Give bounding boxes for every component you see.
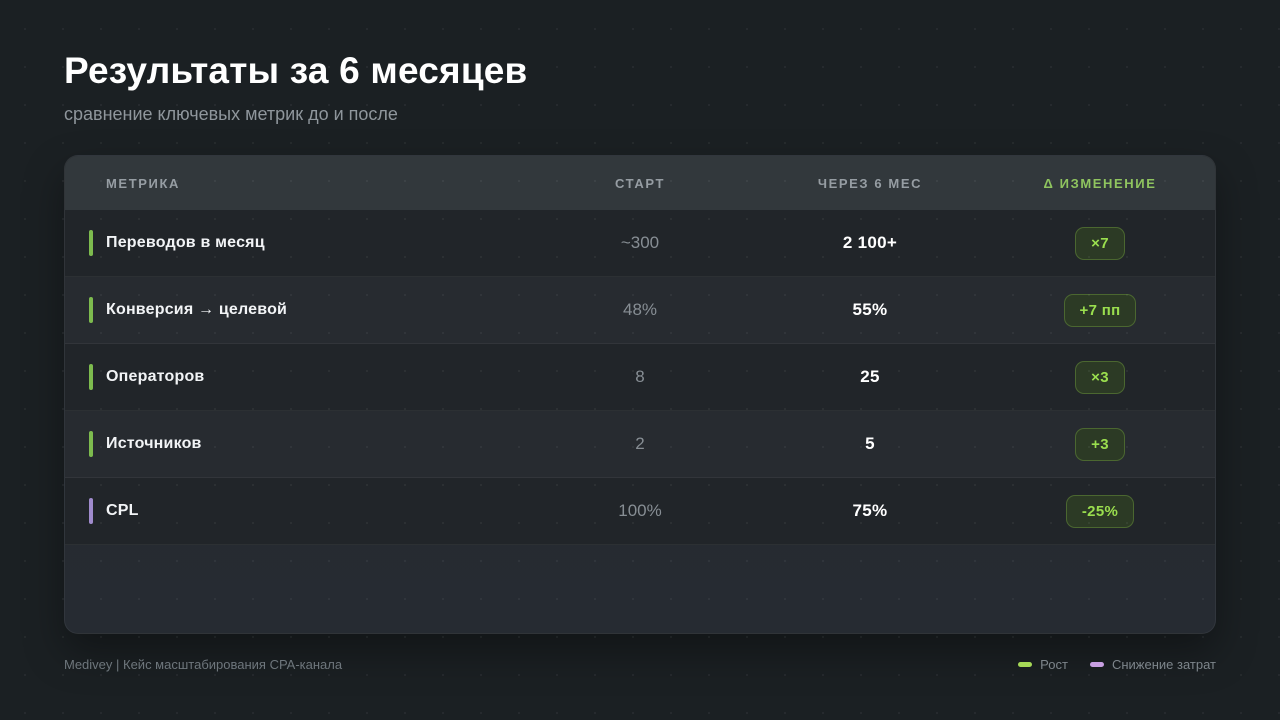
metric-label: CPL xyxy=(106,502,139,519)
metrics-table-card: МЕТРИКА СТАРТ ЧЕРЕЗ 6 МЕС Δ ИЗМЕНЕНИЕ Пе… xyxy=(64,155,1216,634)
page-subtitle: сравнение ключевых метрик до и после xyxy=(64,104,398,124)
legend: Рост Снижение затрат xyxy=(1018,657,1216,672)
metric-accent-bar xyxy=(89,498,93,524)
metric-accent-bar xyxy=(89,230,93,256)
metric-cell: Источников xyxy=(65,431,525,457)
change-cell: +7 пп xyxy=(985,293,1215,327)
metric-cell: Конверсия → целевой xyxy=(65,297,525,323)
change-badge: +7 пп xyxy=(1063,293,1137,327)
metric-accent-bar xyxy=(89,364,93,390)
footer-caption: Medivey | Кейс масштабирования CPA-канал… xyxy=(64,657,343,672)
table-row: Конверсия → целевой 48% 55% +7 пп xyxy=(65,277,1215,344)
metric-label: Источников xyxy=(106,435,202,452)
column-header-after-6-months: ЧЕРЕЗ 6 МЕС xyxy=(817,175,923,191)
column-header-metric: МЕТРИКА xyxy=(106,175,180,191)
change-cell: ×7 xyxy=(985,226,1215,260)
change-cell: -25% xyxy=(985,494,1215,528)
start-value: 48% xyxy=(622,300,658,319)
column-header-change: Δ ИЗМЕНЕНИЕ xyxy=(1043,175,1157,191)
table-body: Переводов в месяц ~300 2 100+ ×7 Конверс… xyxy=(65,210,1215,545)
start-value: 2 xyxy=(635,434,645,453)
legend-item-cost-reduction: Снижение затрат xyxy=(1089,657,1216,672)
start-value: 100% xyxy=(618,501,662,520)
table-row: Источников 2 5 +3 xyxy=(65,411,1215,478)
column-header-start: СТАРТ xyxy=(614,175,665,191)
change-cell: +3 xyxy=(985,427,1215,461)
metric-cell: Переводов в месяц xyxy=(65,230,525,256)
growth-color-swatch xyxy=(1018,662,1033,667)
cost-reduction-color-swatch xyxy=(1089,662,1104,667)
after-6-months-value: 25 xyxy=(860,367,880,386)
metric-cell: CPL xyxy=(65,498,525,524)
metric-label: Переводов в месяц xyxy=(106,234,265,251)
after-6-months-value: 2 100+ xyxy=(842,233,898,252)
metric-accent-bar xyxy=(89,431,93,457)
metric-cell: Операторов xyxy=(65,364,525,390)
change-badge: +3 xyxy=(1075,427,1125,461)
after-6-months-value: 5 xyxy=(865,434,875,453)
start-value: 8 xyxy=(635,367,645,386)
legend-item-growth: Рост xyxy=(1018,657,1068,672)
table-header-row: МЕТРИКА СТАРТ ЧЕРЕЗ 6 МЕС Δ ИЗМЕНЕНИЕ xyxy=(65,156,1215,210)
page-title: Результаты за 6 месяцев xyxy=(64,50,528,91)
after-6-months-value: 75% xyxy=(852,501,888,520)
table-row: Операторов 8 25 ×3 xyxy=(65,344,1215,411)
change-cell: ×3 xyxy=(985,360,1215,394)
metric-label: Конверсия → целевой xyxy=(106,301,288,318)
table-row: Переводов в месяц ~300 2 100+ ×7 xyxy=(65,210,1215,277)
change-badge: -25% xyxy=(1065,494,1135,528)
metric-accent-bar xyxy=(89,297,93,323)
change-badge: ×3 xyxy=(1075,360,1125,394)
after-6-months-value: 55% xyxy=(852,300,888,319)
start-value: ~300 xyxy=(620,233,660,252)
metric-label: Операторов xyxy=(106,368,205,385)
table-row: CPL 100% 75% -25% xyxy=(65,478,1215,545)
legend-label: Рост xyxy=(1040,657,1068,672)
change-badge: ×7 xyxy=(1075,226,1125,260)
legend-label: Снижение затрат xyxy=(1111,657,1216,672)
